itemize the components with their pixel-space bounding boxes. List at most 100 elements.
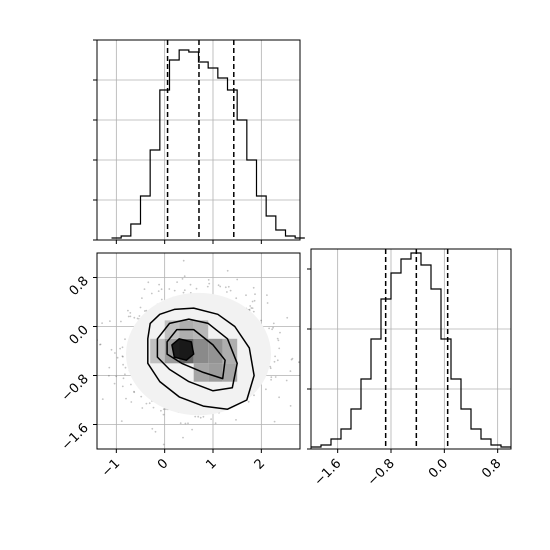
scatter-point: [122, 355, 124, 358]
scatter-point: [269, 365, 272, 368]
scatter-point: [289, 370, 292, 372]
scatter-point: [277, 339, 280, 342]
density-contour: [166, 328, 226, 380]
y-tick-label: −1.6: [59, 421, 92, 454]
scatter-point: [276, 359, 279, 362]
scatter-point: [162, 413, 165, 416]
scatter-point: [273, 420, 276, 423]
scatter-point: [227, 285, 230, 288]
density-cell: [193, 338, 209, 364]
scatter-point: [290, 358, 293, 361]
scatter-point: [197, 415, 200, 418]
scatter-point: [274, 355, 276, 358]
scatter-point: [245, 294, 247, 297]
scatter-point: [148, 402, 151, 405]
scatter-point: [101, 398, 104, 400]
scatter-point: [119, 347, 121, 350]
scatter-point: [226, 269, 229, 272]
scatter-point: [101, 322, 103, 324]
density-cell: [193, 363, 209, 382]
scatter-point: [70, 346, 72, 348]
scatter-point: [121, 385, 124, 388]
scatter-point: [176, 281, 179, 283]
density-contour: [171, 338, 195, 361]
scatter-point: [250, 307, 253, 309]
scatter-point: [178, 461, 180, 463]
scatter-point: [202, 415, 205, 418]
scatter-point: [124, 338, 126, 341]
scatter-point: [270, 376, 273, 379]
scatter-point: [219, 285, 222, 288]
density-cell: [222, 338, 238, 364]
scatter-point: [278, 396, 280, 399]
scatter-point: [121, 355, 124, 358]
scatter-point: [235, 419, 237, 421]
histogram-x-ticks: [93, 39, 262, 244]
scatter-point: [251, 307, 254, 309]
scatter-point: [160, 298, 163, 301]
scatter-point: [150, 292, 153, 295]
scatter-point: [214, 422, 217, 425]
scatter-point: [298, 361, 300, 364]
x-tick-label: 2: [252, 456, 268, 472]
joint-density-panel: −1 0 1 2 0.8 0.0 −0.8 −1.6: [59, 252, 301, 480]
histogram-y-quantile-lines: [384, 249, 449, 449]
scatter-point: [122, 377, 125, 380]
scatter-point: [179, 422, 182, 424]
scatter-point: [286, 316, 289, 319]
scatter-point: [162, 443, 165, 446]
scatter-point: [151, 427, 154, 430]
x-tick-label: 0.0: [426, 456, 451, 481]
scatter-point: [152, 406, 155, 409]
density-contour: [156, 318, 238, 392]
scatter-point: [114, 352, 116, 354]
scatter-point: [199, 416, 202, 419]
scatter-point: [226, 291, 228, 293]
scatter-point: [289, 405, 292, 407]
scatter-point: [236, 278, 239, 281]
scatter-point: [270, 378, 272, 381]
scatter-point: [145, 402, 148, 405]
histogram-y-step-line: [311, 252, 511, 448]
scatter-point: [252, 310, 255, 313]
scatter-point: [99, 343, 101, 346]
scatter-point: [291, 357, 294, 360]
scatter-point: [157, 290, 160, 292]
scatter-point: [279, 331, 281, 334]
x-tick-label: −1: [99, 456, 123, 480]
density-contour: [147, 307, 255, 410]
scatter-point: [253, 299, 256, 302]
scatter-point: [120, 420, 123, 422]
scatter-point: [99, 343, 102, 346]
scatter-point: [116, 356, 119, 359]
y-tick-label: 0.0: [67, 323, 92, 348]
scatter-point: [168, 288, 171, 290]
scatter-point: [133, 316, 136, 319]
scatter-point: [127, 309, 129, 312]
scatter-point: [108, 366, 111, 369]
joint-density-frame: [96, 252, 301, 450]
scatter-point: [182, 436, 184, 439]
scatter-point: [129, 315, 132, 318]
histogram-y-ticks: −1.6 −0.8 0.0 0.8: [307, 268, 504, 489]
histogram-x-frame: [96, 39, 301, 241]
x-tick-label: 0.8: [479, 456, 504, 481]
scatter-point: [183, 289, 186, 292]
scatter-point: [122, 363, 124, 366]
scatter-point: [160, 288, 163, 291]
scatter-point: [130, 383, 132, 386]
scatter-point: [260, 319, 262, 322]
scatter-point: [145, 309, 148, 312]
scatter-point: [217, 284, 220, 287]
scatter-point: [184, 422, 187, 425]
scatter-point: [271, 328, 273, 331]
scatter-point: [182, 259, 185, 262]
scatter-point: [253, 394, 255, 397]
scatter-point: [207, 279, 210, 281]
joint-density-y-ticks: 0.8 0.0 −0.8 −1.6: [59, 274, 97, 454]
scatter-point: [143, 310, 146, 312]
scatter-point: [278, 347, 281, 350]
scatter-point: [229, 289, 232, 292]
scatter-point: [108, 374, 110, 377]
